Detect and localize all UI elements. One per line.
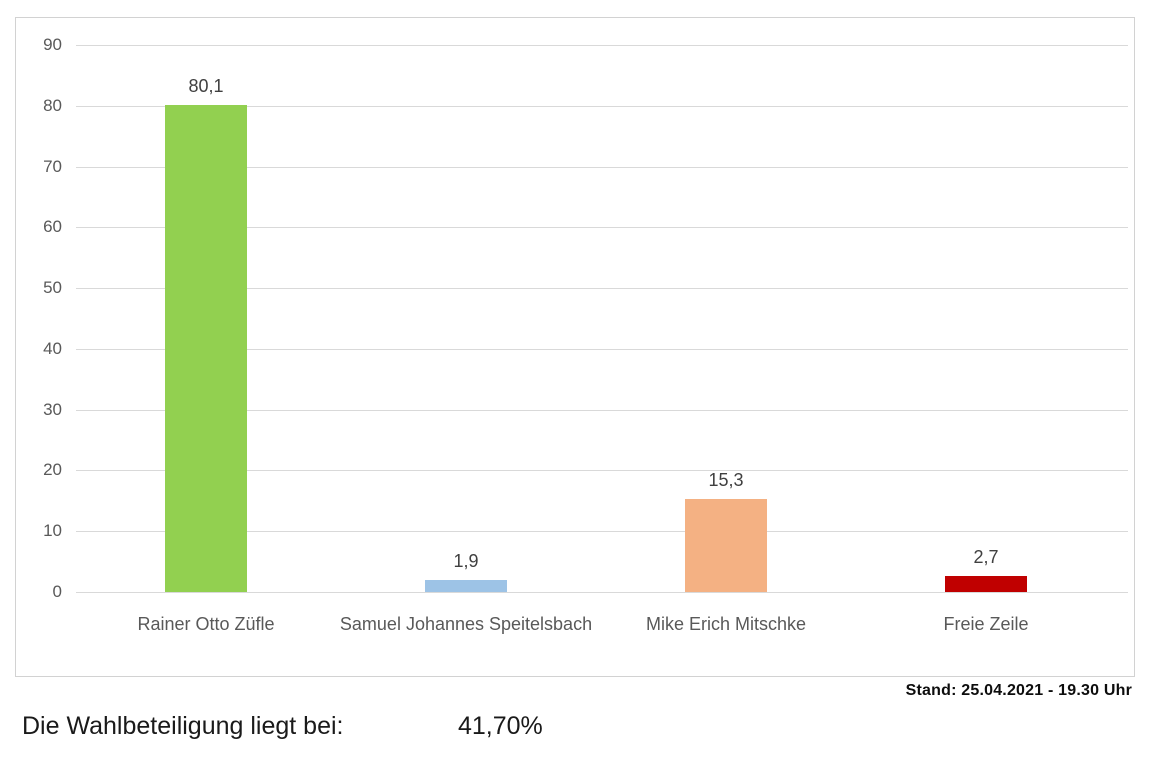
bar — [945, 575, 1027, 592]
status-timestamp: Stand: 25.04.2021 - 19.30 Uhr — [905, 682, 1132, 699]
bar — [425, 580, 507, 592]
turnout-value: 41,70% — [458, 712, 543, 740]
gridline — [76, 227, 1128, 229]
category-label: Samuel Johannes Speitelsbach — [339, 614, 593, 634]
bar-value-label: 2,7 — [973, 546, 999, 567]
plot-area: 0 10 20 30 40 50 60 70 80 90 80,1 Rainer Otto Züfle… — [16, 18, 1134, 676]
y-axis-tick-label: 10 — [43, 521, 62, 541]
gridline — [76, 288, 1128, 290]
bar-value-label: 15,3 — [708, 470, 744, 490]
bar — [165, 105, 247, 592]
gridline — [76, 166, 1128, 168]
bar-value-label: 1,9 — [453, 551, 479, 572]
y-axis-tick-label: 70 — [43, 156, 62, 176]
y-axis-tick-label: 80 — [43, 95, 62, 115]
gridline — [76, 348, 1128, 350]
category-label: Mike Erich Mitschke — [645, 614, 807, 634]
y-axis-tick-label: 20 — [43, 460, 62, 480]
category-label: Rainer Otto Züfle — [137, 614, 275, 634]
turnout-label: Die Wahlbeteiligung liegt bei: — [22, 712, 344, 740]
gridline — [76, 105, 1128, 107]
gridline — [76, 592, 1128, 593]
y-axis-tick-label: 50 — [43, 278, 62, 298]
gridline — [76, 45, 1128, 46]
y-axis-tick-label: 0 — [52, 582, 62, 601]
bar — [685, 499, 767, 592]
gridline — [76, 409, 1128, 411]
gridline — [76, 531, 1128, 533]
y-axis-tick-label: 60 — [43, 217, 62, 237]
category-label: Freie Zeile — [943, 614, 1029, 634]
y-axis-tick-label: 90 — [43, 35, 62, 54]
y-axis-tick-label: 30 — [43, 399, 62, 419]
gridline — [76, 470, 1128, 472]
bar-value-label: 80,1 — [188, 76, 224, 97]
chart-frame: 0 10 20 30 40 50 60 70 80 90 80,1 Rainer Otto Züfle… — [15, 17, 1135, 677]
y-axis-tick-label: 40 — [43, 338, 62, 358]
